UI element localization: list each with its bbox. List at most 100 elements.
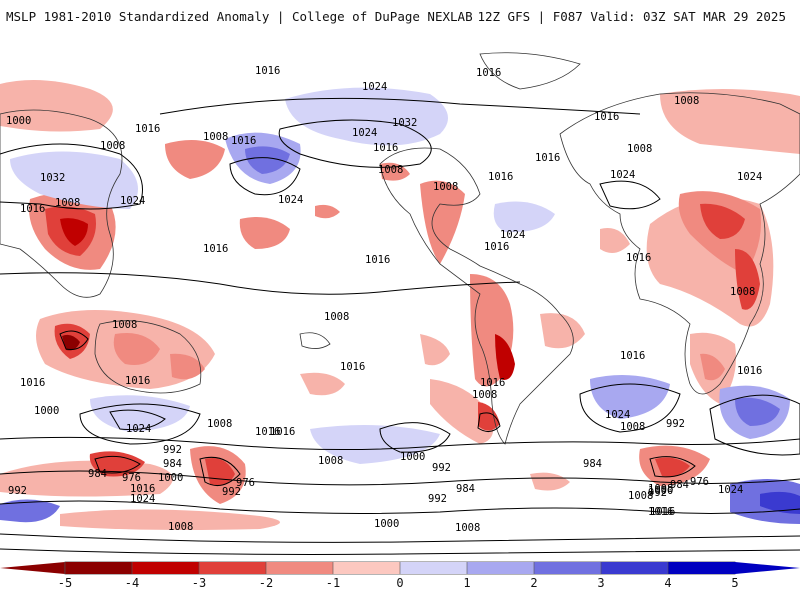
- colorbar-segment: [199, 562, 267, 574]
- colorbar-segment: [400, 562, 468, 574]
- anomaly-region: [420, 180, 465, 264]
- isobar-label: 1008: [620, 421, 645, 433]
- colorbar-tick-label: 5: [731, 576, 739, 590]
- anomaly-region: [700, 353, 725, 381]
- anomaly-region: [300, 372, 345, 396]
- isobar-label: 1024: [352, 127, 377, 139]
- colorbar-tick-label: 0: [396, 576, 404, 590]
- isobar-label: 1008: [207, 418, 232, 430]
- colorbar-tick-label: 2: [530, 576, 538, 590]
- isobar-label: 992: [432, 462, 451, 474]
- colorbar-segment: [668, 562, 736, 574]
- isobar-label: 1016: [20, 377, 45, 389]
- anomaly-region: [735, 397, 780, 426]
- isobar-label: 1032: [40, 172, 65, 184]
- colorbar-segment: [333, 562, 401, 574]
- isobar-label: 984: [88, 468, 107, 480]
- isobar-label: 1032: [392, 117, 417, 129]
- isobar-label: 1016: [135, 123, 160, 135]
- header: MSLP 1981-2010 Standardized Anomaly | Co…: [0, 0, 800, 34]
- anomaly-region: [600, 228, 630, 253]
- isobar-label: 976: [690, 476, 709, 488]
- asia-coastline: [0, 109, 123, 298]
- isobar-label: 1024: [737, 171, 762, 183]
- colorbar-tick-label: 4: [664, 576, 672, 590]
- colorbar-segment: [132, 562, 200, 574]
- colorbar-tick-label: 3: [597, 576, 605, 590]
- isobar-label: 1008: [674, 95, 699, 107]
- colorbar-tick-label: -4: [124, 576, 140, 590]
- isobar-label: 1024: [500, 229, 525, 241]
- anomaly-region: [90, 395, 190, 432]
- isobar-label: 1016: [20, 203, 45, 215]
- isobar-label: 1016: [648, 506, 673, 518]
- anomaly-region: [10, 151, 138, 209]
- isobar-label: 984: [163, 458, 182, 470]
- isobar-label: 1024: [120, 195, 145, 207]
- isobar-label: 992: [222, 486, 241, 498]
- isobar: [0, 143, 143, 210]
- isobar: [599, 180, 661, 210]
- isobar: [159, 97, 641, 115]
- anomaly-region: [495, 334, 515, 380]
- isobar-label: 1016: [231, 135, 256, 147]
- anomaly-region: [315, 204, 340, 219]
- coastlines: [0, 52, 800, 445]
- isobar-label: 1016: [130, 483, 155, 495]
- isobar-label: 976: [122, 472, 141, 484]
- greenland-coastline: [479, 52, 581, 90]
- isobar-label: 984: [583, 458, 602, 470]
- isobar-label: 1008: [628, 490, 653, 502]
- isobar: [79, 403, 201, 445]
- isobar-label: 1000: [6, 115, 31, 127]
- isobar-label: 1000: [648, 485, 673, 497]
- colorbar-segment: [65, 562, 133, 574]
- isobar-label: 1016: [373, 142, 398, 154]
- anomaly-region: [62, 334, 80, 351]
- isobar-label: 1024: [362, 81, 387, 93]
- isobar: [278, 119, 432, 168]
- isobar-label: 1008: [627, 143, 652, 155]
- anomaly-region: [760, 491, 800, 514]
- anomaly-region: [113, 333, 160, 365]
- isobar-label: 1000: [400, 451, 425, 463]
- isobar-label: 1008: [455, 522, 480, 534]
- colorbar-segment: [601, 562, 669, 574]
- isobar: [59, 330, 89, 350]
- isobar: [109, 409, 166, 430]
- colorbar-tick-label: 1: [463, 576, 471, 590]
- isobar: [477, 412, 501, 432]
- isobar-label: 1024: [718, 484, 743, 496]
- island-coastline: [299, 332, 331, 349]
- isobar-label: 984: [456, 483, 475, 495]
- anomaly-region: [0, 80, 113, 132]
- isobar-label: 1016: [620, 350, 645, 362]
- anomaly-region: [540, 313, 585, 349]
- isobar-label: 1008: [318, 455, 343, 467]
- anomaly-region: [493, 201, 555, 233]
- isobar-label: 1016: [488, 171, 513, 183]
- isobar: [0, 533, 800, 543]
- anomaly-color-legend: -5 -4 -3 -2 -1 0 1 2 3 4 5: [0, 560, 800, 600]
- isobar-label: 992: [666, 418, 685, 430]
- isobar-label: 1016: [737, 365, 762, 377]
- colorbar-tick-label: -5: [57, 576, 73, 590]
- isobar: [94, 455, 141, 474]
- isobar-label: 1008: [55, 197, 80, 209]
- isobar-label: 1016: [594, 111, 619, 123]
- isobars: [0, 97, 800, 555]
- colorbar-min-arrow: [0, 562, 65, 574]
- anomaly-region: [0, 499, 60, 523]
- isobar-label: 1016: [484, 241, 509, 253]
- isobar: [649, 456, 696, 478]
- map-svg: 1016 1016 1024 1000 1016 1008 1032 1008 …: [0, 52, 800, 555]
- anomaly-region: [478, 402, 500, 431]
- isobar: [709, 394, 800, 456]
- isobar-labels: 1016 1016 1024 1000 1016 1008 1032 1008 …: [6, 65, 762, 534]
- isobar-label: 1016: [255, 426, 280, 438]
- isobar-label: 1008: [730, 286, 755, 298]
- colorbar-tick-label: -2: [258, 576, 274, 590]
- anomaly-region: [430, 379, 494, 444]
- isobar-label: 1000: [158, 472, 183, 484]
- isobar-label: 1000: [34, 405, 59, 417]
